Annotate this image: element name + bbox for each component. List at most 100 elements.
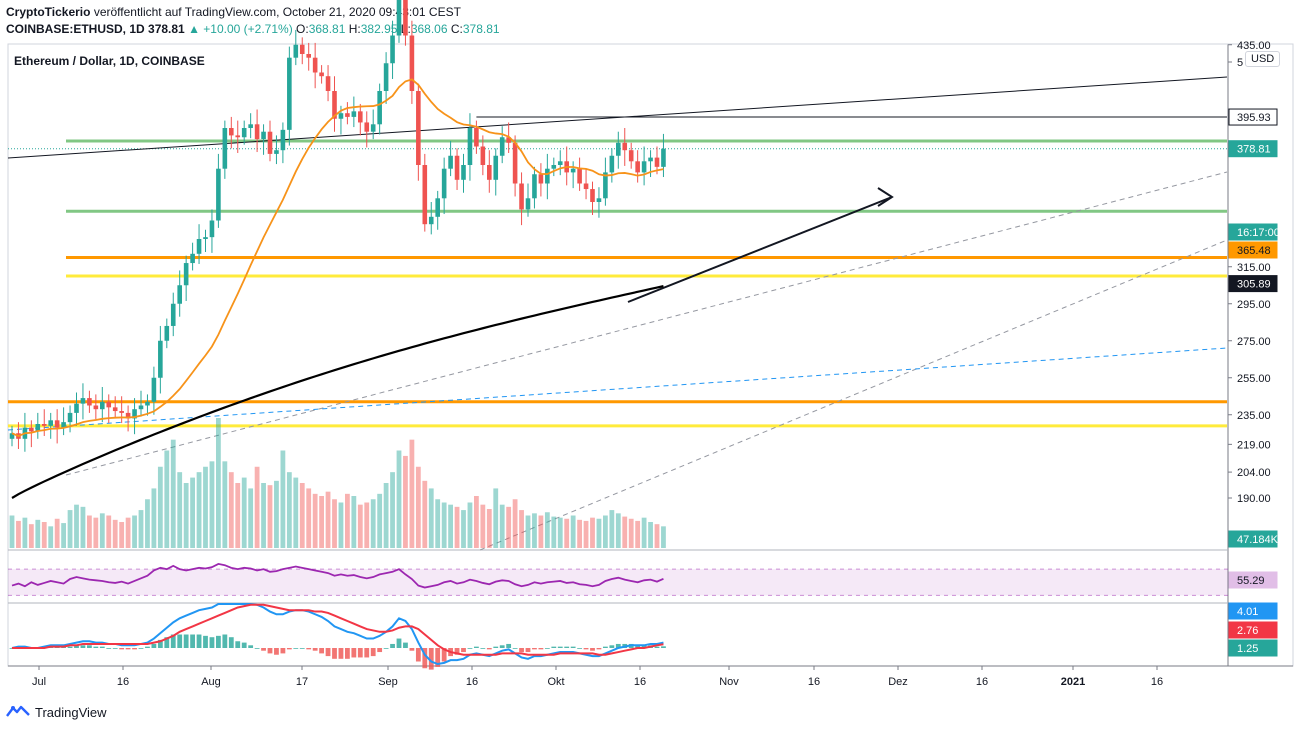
- candle-body: [609, 155, 615, 173]
- open-label: O:: [296, 22, 309, 36]
- candle-body: [364, 122, 370, 132]
- volume-bar: [615, 513, 621, 548]
- candle-body: [596, 198, 602, 202]
- volume-value-label-bg: [1228, 530, 1278, 548]
- macd-histogram-bar: [415, 648, 421, 662]
- last-price: 378.81: [148, 22, 185, 36]
- macd-histogram-bar: [306, 648, 312, 650]
- candle-body: [422, 165, 428, 225]
- macd-histogram-bar: [145, 646, 150, 648]
- volume-bar: [506, 506, 512, 548]
- candle-body: [358, 111, 363, 123]
- volume-bar: [164, 450, 170, 548]
- macd-histogram-bar: [661, 646, 666, 648]
- volume-bar: [216, 418, 221, 548]
- volume-bar: [74, 504, 79, 548]
- candle-body: [61, 422, 66, 428]
- macd-histogram-bar: [196, 634, 202, 648]
- candle-body: [622, 142, 628, 151]
- volume-bar: [448, 504, 453, 548]
- volume-bar: [493, 488, 499, 548]
- macd-value-label-2-bg: [1228, 639, 1278, 657]
- candle-body: [229, 128, 234, 136]
- candle-body: [409, 35, 415, 91]
- time-tick-label: 16: [117, 676, 129, 688]
- volume-bar: [106, 515, 112, 548]
- macd-histogram-bar: [499, 645, 505, 648]
- candle-body: [628, 150, 634, 162]
- macd-histogram-bar: [138, 648, 144, 649]
- macd-histogram-bar: [222, 634, 228, 648]
- candle-body: [183, 263, 189, 286]
- time-tick-label: 16: [976, 676, 988, 688]
- price-tick-label: 255.00: [1237, 373, 1271, 385]
- candle-body: [119, 411, 124, 413]
- macd-histogram-bar: [654, 646, 660, 648]
- price-tick-label: 219.00: [1237, 439, 1271, 451]
- author-name[interactable]: CryptoTickerio: [6, 5, 91, 19]
- candle-body: [312, 57, 318, 73]
- volume-bar: [183, 483, 189, 548]
- price-label-39593: 395.93: [1237, 112, 1271, 124]
- volume-bar: [544, 512, 550, 548]
- currency-button[interactable]: USD: [1245, 51, 1281, 67]
- macd-histogram-bar: [241, 642, 247, 648]
- volume-bar: [190, 477, 195, 548]
- macd-histogram-bar: [338, 648, 344, 659]
- volume-bar: [112, 519, 118, 548]
- volume-bar: [16, 520, 21, 548]
- candle-body: [93, 405, 99, 410]
- volume-bar: [435, 499, 441, 548]
- tradingview-brand: TradingView: [35, 705, 107, 720]
- macd-value-label-2: 1.25: [1237, 643, 1258, 655]
- candle-body: [203, 237, 208, 239]
- macd-histogram-bar: [293, 648, 299, 649]
- macd-histogram-bar: [274, 648, 279, 655]
- volume-bar: [661, 526, 666, 548]
- macd-histogram-bar: [235, 641, 241, 648]
- header-line-1: CryptoTickerio veröffentlicht auf Tradin…: [6, 5, 461, 19]
- candle-body: [67, 412, 73, 423]
- candle-body: [557, 161, 563, 165]
- ma-fast-line: [11, 78, 664, 438]
- candle-body: [416, 91, 421, 165]
- volume-bar: [157, 466, 163, 548]
- macd-histogram-bar: [267, 648, 273, 654]
- candle-body: [525, 198, 531, 210]
- candle-body: [480, 146, 486, 165]
- candle-body: [80, 398, 86, 404]
- candle-body: [9, 433, 15, 439]
- volume-bar: [35, 519, 41, 548]
- price-tick-label: 435.00: [1237, 40, 1271, 52]
- tradingview-footer[interactable]: TradingView: [6, 704, 107, 721]
- candle-body: [448, 155, 453, 169]
- macd-histogram-bar: [190, 634, 195, 648]
- trendline-blue: [7, 347, 1228, 431]
- candle-body: [506, 137, 511, 143]
- volume-bar: [409, 439, 415, 548]
- macd-histogram-bar: [74, 645, 79, 648]
- close-label: C:: [450, 22, 463, 36]
- candle-body: [112, 407, 118, 412]
- volume-bar: [145, 499, 150, 548]
- candle-body: [519, 183, 524, 210]
- volume-bar: [293, 477, 299, 548]
- volume-bar: [525, 515, 531, 548]
- candle-body: [106, 401, 112, 408]
- volume-bar: [557, 517, 563, 548]
- macd-histogram-bar: [461, 648, 466, 653]
- volume-bar: [203, 466, 208, 548]
- candle-body: [390, 35, 395, 64]
- volume-bar: [377, 493, 383, 548]
- candle-body: [274, 150, 279, 154]
- time-tick-label: 17: [296, 676, 308, 688]
- volume-bar: [312, 493, 318, 548]
- volume-bar: [170, 439, 176, 548]
- rsi-band: [8, 569, 1228, 596]
- candle-body: [661, 148, 666, 167]
- volume-bar: [628, 518, 634, 548]
- time-tick-label: 16: [808, 676, 820, 688]
- symbol-name[interactable]: COINBASE:ETHUSD, 1D: [6, 22, 145, 36]
- volume-bar: [267, 485, 273, 548]
